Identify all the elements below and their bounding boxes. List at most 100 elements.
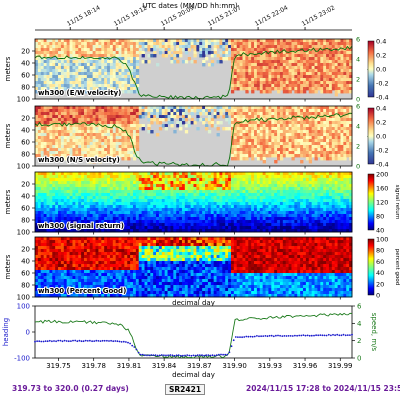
heatmap-cell xyxy=(124,127,128,131)
heatmap-cell xyxy=(331,154,336,158)
heatmap-cell xyxy=(118,115,122,119)
heatmap-cell xyxy=(107,202,111,206)
heatmap-cell xyxy=(254,193,258,197)
heatmap-cell xyxy=(35,178,39,182)
heatmap-cell xyxy=(92,220,96,224)
heatmap-cell xyxy=(340,157,344,161)
heatmap-cell xyxy=(141,51,145,55)
heatmap-cell xyxy=(132,121,137,125)
heatmap-cell xyxy=(207,190,212,194)
heatmap-cell xyxy=(49,60,53,64)
heatmap-cell xyxy=(55,139,59,143)
heatmap-cell xyxy=(334,39,338,43)
heatmap-cell xyxy=(58,130,62,134)
heatmap-cell xyxy=(268,184,272,188)
heatmap-cell xyxy=(259,45,264,49)
heatmap-cell xyxy=(112,63,117,67)
heatmap-cell xyxy=(230,90,235,94)
heatmap-cell xyxy=(210,42,215,46)
heatmap-cell xyxy=(219,45,223,49)
heatmap-cell xyxy=(130,39,134,43)
heatmap-cell xyxy=(35,193,39,197)
heatmap-cell xyxy=(282,42,287,46)
heatmap-cell xyxy=(265,205,269,209)
heatmap-cell xyxy=(323,81,327,85)
heatmap-cell xyxy=(78,106,82,110)
heatmap-cell xyxy=(320,45,324,49)
heatmap-cell xyxy=(346,136,350,140)
heatmap-cell xyxy=(63,121,68,125)
heatmap-cell xyxy=(343,66,347,70)
heatmap-cell xyxy=(317,139,321,143)
heatmap-cell xyxy=(81,151,85,155)
heatmap-cell xyxy=(104,112,108,116)
heatmap-cell xyxy=(35,39,39,43)
heatmap-cell xyxy=(167,172,171,176)
heatmap-cell xyxy=(245,208,249,212)
heatmap-cell xyxy=(115,217,119,221)
heatmap-cell xyxy=(314,66,318,70)
heatmap-cell xyxy=(300,121,304,125)
heatmap-cell xyxy=(337,142,341,146)
heatmap-cell xyxy=(300,72,304,76)
heatmap-cell xyxy=(95,205,99,209)
heatmap-cell xyxy=(66,112,70,116)
heatmap-cell xyxy=(104,145,108,149)
heatmap-cell xyxy=(282,223,287,227)
heatmap-cell xyxy=(259,145,264,149)
heatmap-cell xyxy=(179,118,183,122)
heatmap-cell xyxy=(251,223,255,227)
heatmap-cell xyxy=(271,199,275,203)
heatmap-cell xyxy=(83,112,88,116)
heatmap-cell xyxy=(190,187,194,191)
heatmap-cell xyxy=(268,139,272,143)
heatmap-cell xyxy=(92,205,96,209)
heatmap-cell xyxy=(124,121,128,125)
heatmap-cell xyxy=(167,109,171,113)
heatmap-cell xyxy=(135,208,140,212)
heatmap-cell xyxy=(256,51,261,55)
heatmap-cell xyxy=(58,60,62,64)
heatmap-cell xyxy=(118,75,122,79)
heatmap-cell xyxy=(268,130,272,134)
heatmap-cell xyxy=(101,199,105,203)
heatmap-cell xyxy=(291,66,295,70)
heatmap-cell xyxy=(181,178,186,182)
heatmap-cell xyxy=(271,208,275,212)
heatmap-cell xyxy=(58,124,62,128)
heatmap-cell xyxy=(230,142,235,146)
heatmap-cell xyxy=(303,148,307,152)
heatmap-cell xyxy=(135,118,140,122)
heatmap-cell xyxy=(274,75,278,79)
heatmap-cell xyxy=(236,172,241,176)
heatmap-cell xyxy=(101,208,105,212)
heatmap-cell xyxy=(104,196,108,200)
heatmap-cell xyxy=(81,184,85,188)
heatmap-cell xyxy=(233,196,238,200)
heatmap-cell xyxy=(69,45,73,49)
heatmap-cell xyxy=(92,157,96,161)
heatmap-cell xyxy=(326,51,330,55)
heatmap-cell xyxy=(213,205,217,209)
heatmap-cell xyxy=(135,54,140,58)
heatmap-cell xyxy=(311,127,315,131)
heatmap-cell xyxy=(135,142,140,146)
heatmap-cell xyxy=(236,63,241,67)
heatmap-cell xyxy=(274,48,278,52)
heatmap-cell xyxy=(37,133,42,137)
heatmap-cell xyxy=(40,54,45,58)
heatmap-cell xyxy=(107,142,111,146)
heatmap-cell xyxy=(115,181,119,185)
heatmap-cell xyxy=(308,75,313,79)
heatmap-cell xyxy=(285,81,289,85)
heatmap-cell xyxy=(210,217,215,221)
heatmap-cell xyxy=(115,220,119,224)
speed-tick-label: 0 xyxy=(356,96,360,104)
heatmap-cells xyxy=(35,39,353,97)
heatmap-cell xyxy=(314,63,318,67)
heatmap-cell xyxy=(112,151,117,155)
heatmap-cell xyxy=(81,60,85,64)
heatmap-cell xyxy=(346,139,350,143)
heatmap-cell xyxy=(135,63,140,67)
heatmap-cell xyxy=(245,226,249,230)
